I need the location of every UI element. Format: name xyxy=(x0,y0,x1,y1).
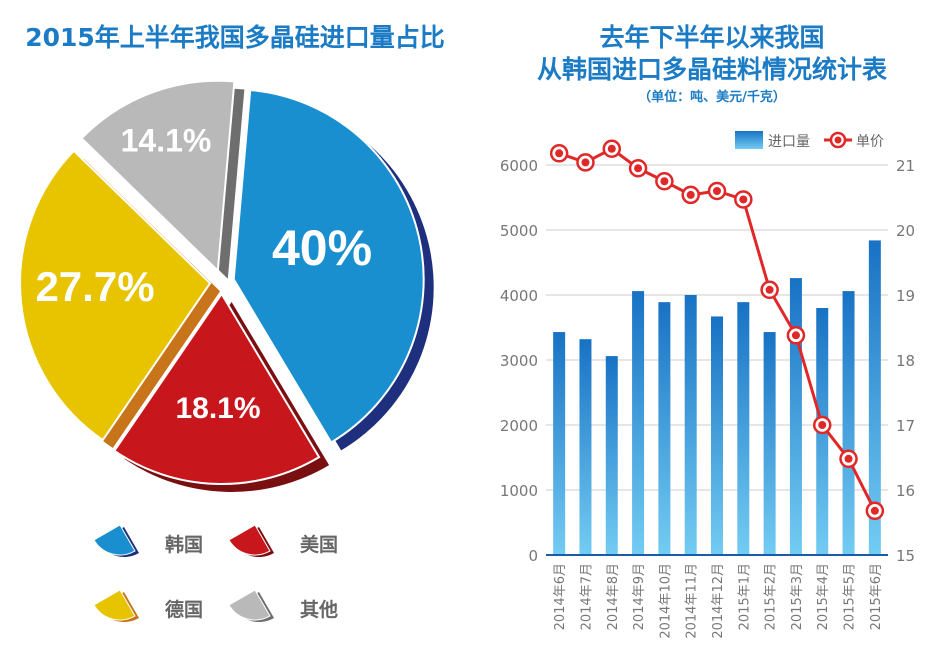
price-point-dot xyxy=(581,158,590,167)
legend-icon-0 xyxy=(93,524,136,556)
bar-2014年7月 xyxy=(579,339,592,555)
pie-slice-德国 xyxy=(19,149,212,442)
price-point-dot xyxy=(607,144,616,153)
price-point-dot xyxy=(634,164,643,173)
y-left-tick: 0 xyxy=(528,547,538,565)
price-point-dot xyxy=(765,285,774,294)
legend-line-label: 单价 xyxy=(856,134,884,150)
y-left-tick: 5000 xyxy=(500,222,538,240)
price-point-dot xyxy=(713,187,721,195)
bar-subtitle: （单位：吨、美元/千克） xyxy=(638,90,786,105)
bar-2014年10月 xyxy=(658,302,671,555)
bar-title-line2: 从韩国进口多晶硅料情况统计表 xyxy=(536,55,887,84)
x-tick-label: 2015年2月 xyxy=(764,563,779,630)
bar-2014年8月 xyxy=(605,356,618,555)
x-tick-label: 2015年1月 xyxy=(737,563,752,630)
x-tick-label: 2014年12月 xyxy=(711,563,726,639)
legend-icon-1 xyxy=(228,524,271,556)
pie-label-0: 40% xyxy=(272,220,372,276)
y-right-tick: 17 xyxy=(896,417,915,435)
legend-label-其他: 其他 xyxy=(300,598,338,621)
x-tick-label: 2014年8月 xyxy=(606,563,621,630)
legend-label-德国: 德国 xyxy=(165,598,203,621)
y-right-tick: 16 xyxy=(896,482,915,500)
pie-label-1: 18.1% xyxy=(175,392,260,425)
x-tick-label: 2014年11月 xyxy=(685,563,700,639)
x-tick-label: 2015年4月 xyxy=(816,563,831,630)
legend-icon-2 xyxy=(93,589,136,621)
x-tick-label: 2014年9月 xyxy=(632,563,647,630)
price-point-dot xyxy=(870,506,879,515)
y-left-tick: 2000 xyxy=(500,417,538,435)
y-left-tick: 6000 xyxy=(500,157,538,175)
legend-line-dot xyxy=(834,136,842,144)
bar-2014年9月 xyxy=(632,291,645,555)
legend-label-韩国: 韩国 xyxy=(165,533,203,556)
price-point-dot xyxy=(660,177,669,186)
x-tick-label: 2015年6月 xyxy=(869,563,884,630)
price-point-dot xyxy=(686,190,695,199)
bar-2014年11月 xyxy=(684,295,697,555)
y-left-tick: 1000 xyxy=(500,482,538,500)
price-point-dot xyxy=(555,149,564,158)
pie-title: 2015年上半年我国多晶硅进口量占比 xyxy=(25,23,445,52)
y-right-tick: 21 xyxy=(896,157,915,175)
y-right-tick: 20 xyxy=(896,222,915,240)
bar-2015年2月 xyxy=(763,332,776,555)
x-tick-label: 2014年7月 xyxy=(579,563,594,630)
x-tick-label: 2015年3月 xyxy=(790,563,805,630)
x-tick-label: 2015年5月 xyxy=(843,563,858,630)
y-right-tick: 18 xyxy=(896,352,915,370)
bar-2015年3月 xyxy=(789,278,802,555)
legend-bar-label: 进口量 xyxy=(768,134,810,150)
price-point-dot xyxy=(739,195,748,204)
x-tick-label: 2014年10月 xyxy=(658,563,673,639)
y-right-tick: 15 xyxy=(896,547,915,565)
pie-label-2: 27.7% xyxy=(35,263,154,310)
bar-2014年6月 xyxy=(553,332,566,555)
pie-label-3: 14.1% xyxy=(121,122,212,158)
bar-2015年6月 xyxy=(868,240,881,555)
legend-label-美国: 美国 xyxy=(300,533,338,556)
pie-slice-美国 xyxy=(112,292,321,485)
price-point-dot xyxy=(791,331,800,340)
price-point-dot xyxy=(844,454,853,463)
x-tick-label: 2014年6月 xyxy=(553,563,568,630)
bar-2015年1月 xyxy=(737,302,750,555)
y-left-tick: 4000 xyxy=(500,287,538,305)
y-right-tick: 19 xyxy=(896,287,915,305)
y-left-tick: 3000 xyxy=(500,352,538,370)
bar-2014年12月 xyxy=(711,316,723,555)
pie-slice-韩国 xyxy=(232,88,425,444)
price-point-dot xyxy=(818,421,827,429)
legend-bar-swatch xyxy=(735,131,763,149)
bar-2015年5月 xyxy=(842,291,855,555)
bar-title-line1: 去年下半年以来我国 xyxy=(599,23,825,52)
legend-icon-3 xyxy=(228,589,271,621)
pie-slice-其他 xyxy=(80,79,236,273)
